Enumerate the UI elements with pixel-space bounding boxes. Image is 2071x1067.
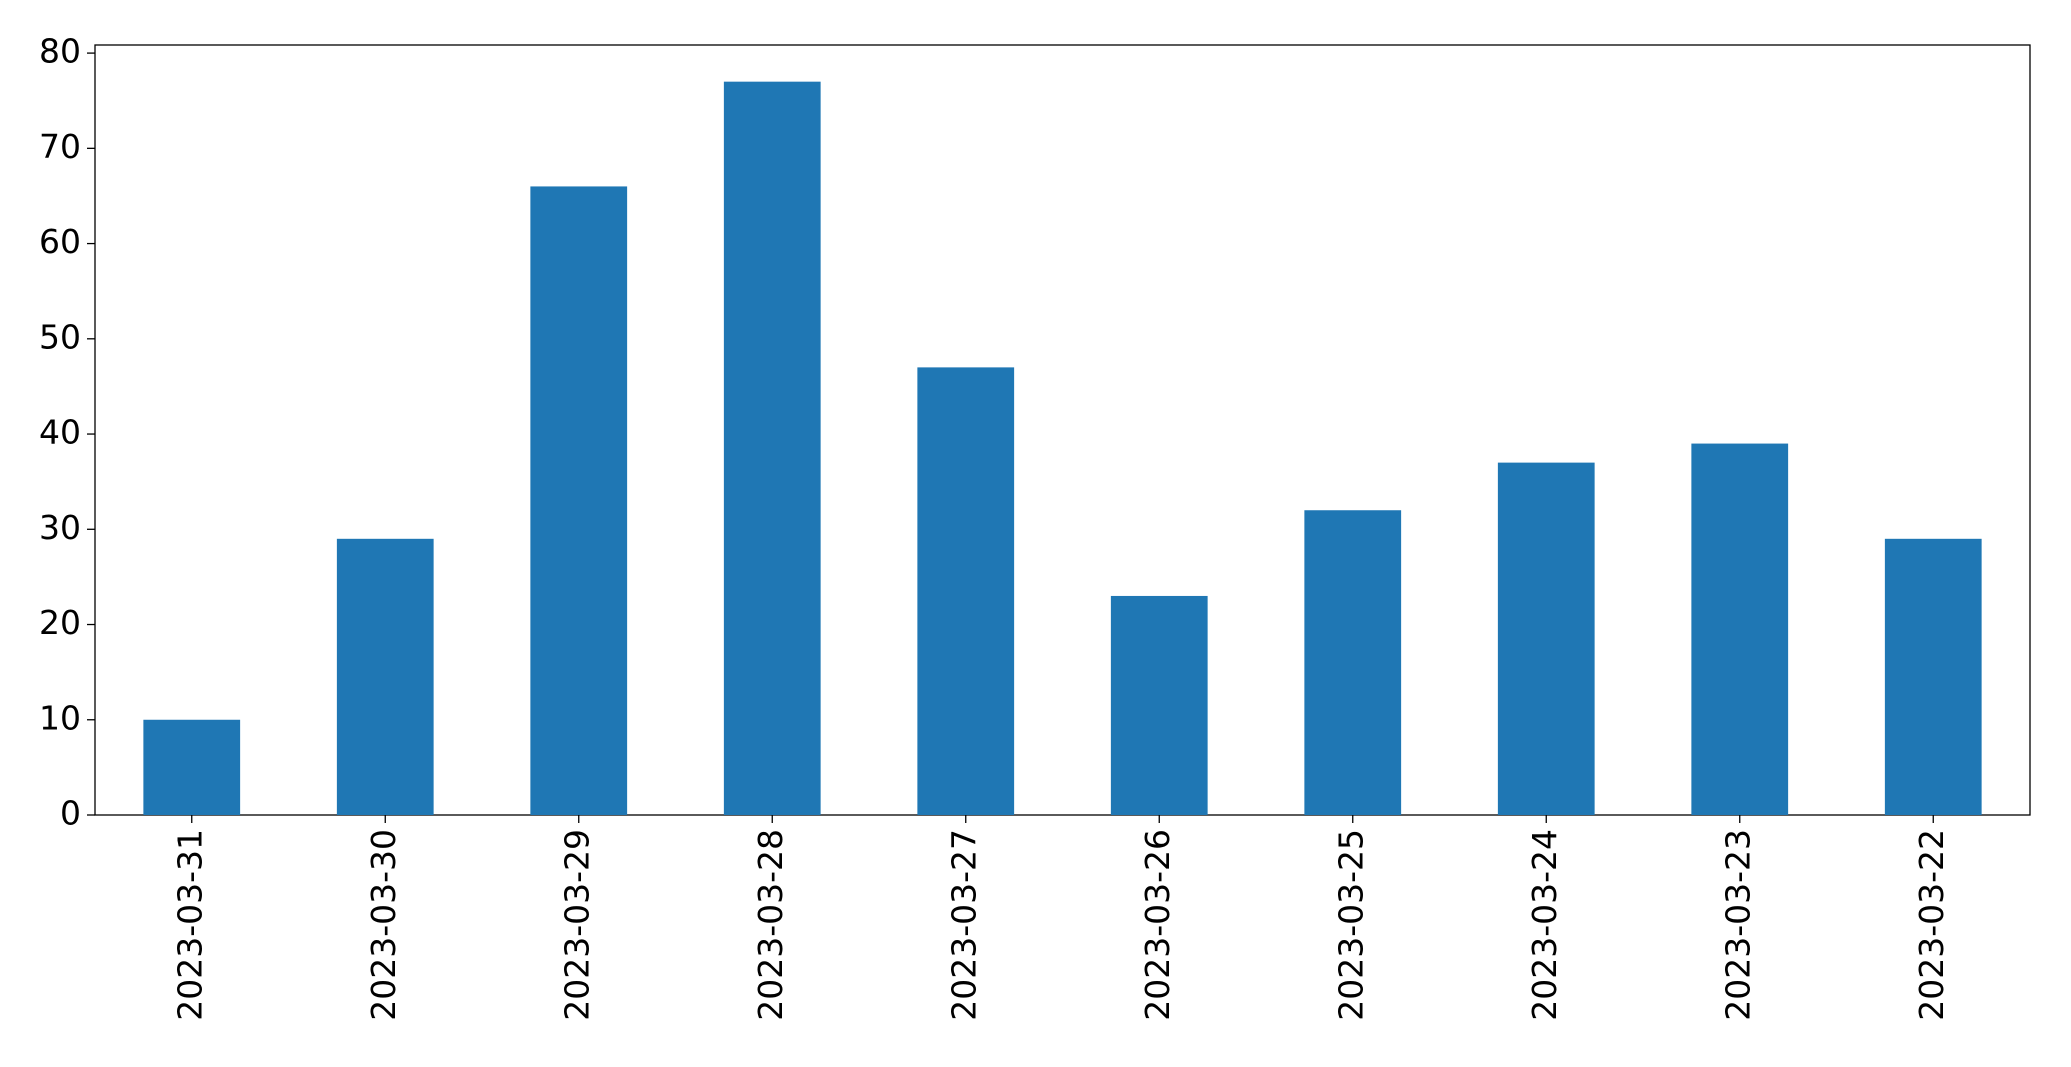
y-tick-label: 40: [39, 413, 81, 452]
bar: [143, 719, 241, 815]
x-tick-label: 2023-03-27: [944, 829, 983, 1021]
x-tick-label: 2023-03-30: [364, 829, 403, 1021]
x-tick-label: 2023-03-31: [170, 829, 209, 1021]
y-tick-label: 10: [39, 698, 81, 737]
y-tick-label: 30: [39, 508, 81, 547]
x-tick-label: 2023-03-22: [1912, 829, 1951, 1021]
x-tick-label: 2023-03-28: [751, 829, 790, 1021]
y-tick-label: 60: [39, 222, 81, 261]
x-tick-label: 2023-03-26: [1138, 829, 1177, 1021]
bar: [1497, 462, 1595, 815]
bar: [1110, 595, 1208, 815]
y-tick-label: 50: [39, 317, 81, 356]
bar: [1691, 443, 1789, 815]
y-tick-label: 20: [39, 603, 81, 642]
x-tick-label: 2023-03-23: [1718, 829, 1757, 1021]
bar: [917, 367, 1015, 815]
x-tick-label: 2023-03-29: [557, 829, 596, 1021]
y-tick-label: 70: [39, 127, 81, 166]
y-tick-label: 80: [39, 32, 81, 71]
y-tick-label: 0: [60, 794, 81, 833]
bar: [530, 186, 628, 815]
x-tick-label: 2023-03-24: [1525, 829, 1564, 1021]
plot-area: [94, 44, 2031, 816]
bar: [1884, 538, 1982, 815]
bar: [723, 81, 821, 815]
x-tick-label: 2023-03-25: [1331, 829, 1370, 1021]
bar: [336, 538, 434, 815]
bar: [1304, 510, 1402, 815]
